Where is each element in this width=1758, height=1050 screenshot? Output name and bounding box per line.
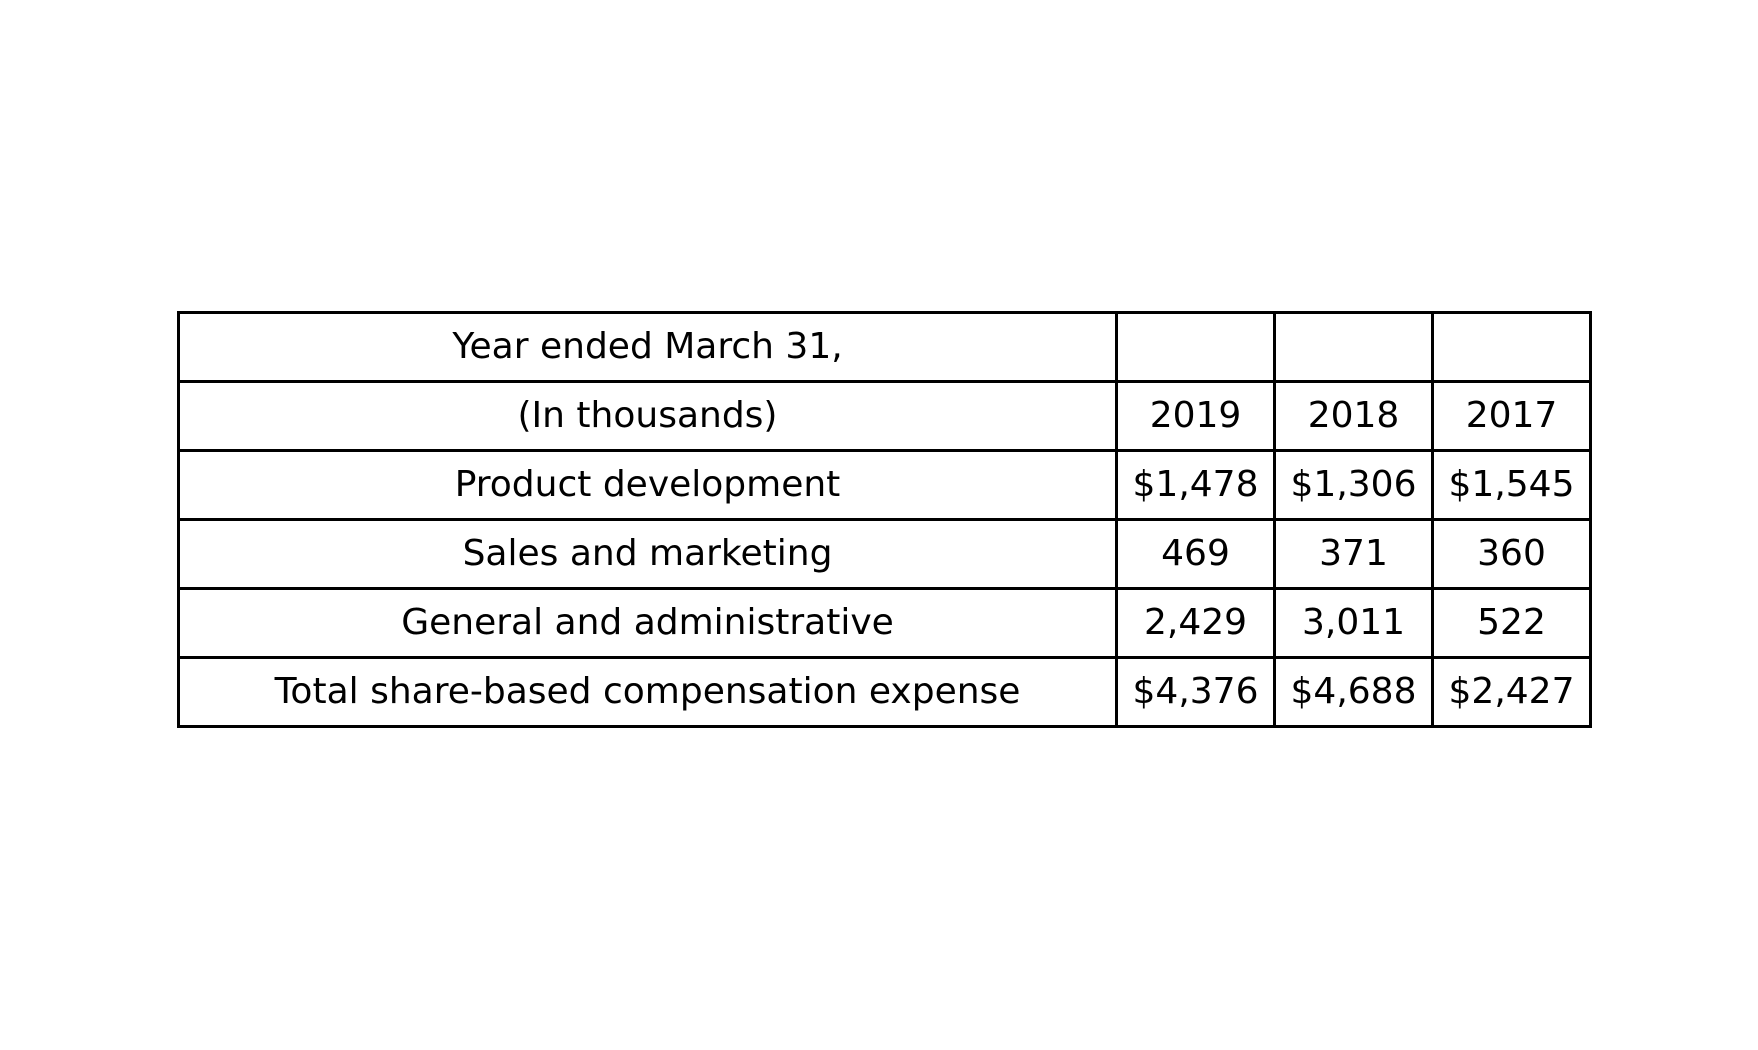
value-cell: $1,478 [1115, 449, 1276, 521]
empty-cell [1431, 311, 1592, 383]
value-cell: 469 [1115, 518, 1276, 590]
units-label-cell: (In thousands) [177, 380, 1118, 452]
total-value-cell: $4,688 [1273, 656, 1434, 728]
year-header-cell: 2018 [1273, 380, 1434, 452]
value-cell: 2,429 [1115, 587, 1276, 659]
share-based-compensation-table: Year ended March 31, (In thousands) 2019… [177, 311, 1592, 728]
total-value-cell: $4,376 [1115, 656, 1276, 728]
total-value-cell: $2,427 [1431, 656, 1592, 728]
table-row: Sales and marketing 469 371 360 [177, 518, 1592, 590]
table-row-years: (In thousands) 2019 2018 2017 [177, 380, 1592, 452]
value-cell: 371 [1273, 518, 1434, 590]
table-row-period: Year ended March 31, [177, 311, 1592, 383]
value-cell: $1,545 [1431, 449, 1592, 521]
year-header-cell: 2019 [1115, 380, 1276, 452]
row-label-cell: Sales and marketing [177, 518, 1118, 590]
total-label-cell: Total share-based compensation expense [177, 656, 1118, 728]
value-cell: 3,011 [1273, 587, 1434, 659]
period-header-cell: Year ended March 31, [177, 311, 1118, 383]
value-cell: $1,306 [1273, 449, 1434, 521]
year-header-cell: 2017 [1431, 380, 1592, 452]
table-row-total: Total share-based compensation expense $… [177, 656, 1592, 728]
table-row: Product development $1,478 $1,306 $1,545 [177, 449, 1592, 521]
table-row: General and administrative 2,429 3,011 5… [177, 587, 1592, 659]
row-label-cell: General and administrative [177, 587, 1118, 659]
empty-cell [1115, 311, 1276, 383]
value-cell: 360 [1431, 518, 1592, 590]
empty-cell [1273, 311, 1434, 383]
value-cell: 522 [1431, 587, 1592, 659]
row-label-cell: Product development [177, 449, 1118, 521]
